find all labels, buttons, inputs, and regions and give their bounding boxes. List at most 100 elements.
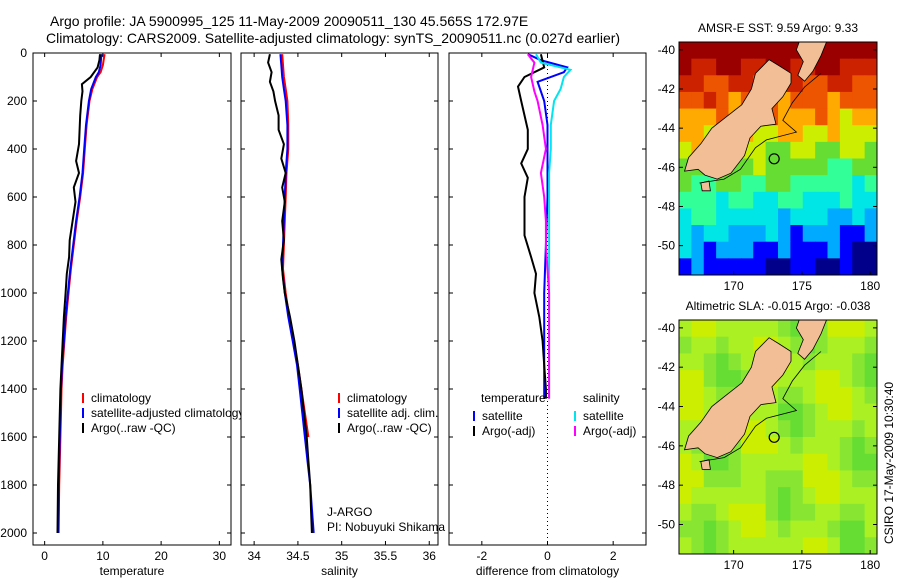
y-tick-label: -46 xyxy=(658,160,676,174)
y-tick-label: 1600 xyxy=(0,430,27,444)
map-cell xyxy=(753,470,767,488)
credit-text: CSIRO 17-May-2009 10:30:40 xyxy=(882,382,896,544)
map-cell xyxy=(753,241,767,259)
y-tick-label: -40 xyxy=(658,43,676,57)
map-cell xyxy=(728,537,742,554)
map-cell xyxy=(765,241,779,259)
map-cell xyxy=(716,241,730,259)
y-tick-label: -40 xyxy=(658,321,676,335)
x-tick-label: 30 xyxy=(213,549,227,563)
map-cell xyxy=(839,225,853,243)
x-tick-label: 0 xyxy=(544,549,551,563)
map-cell xyxy=(802,175,816,193)
map-cell xyxy=(778,537,791,554)
map-cell xyxy=(864,225,877,243)
map-cell xyxy=(864,503,877,522)
map-cell xyxy=(703,386,717,405)
map-cell xyxy=(691,503,705,522)
map-cell xyxy=(864,75,877,93)
map-cell xyxy=(839,487,853,505)
map-cell xyxy=(691,336,705,355)
map-cell xyxy=(778,158,791,176)
map-cell xyxy=(852,487,866,505)
map-cell xyxy=(740,258,754,275)
map-cell xyxy=(839,42,853,60)
map-cell xyxy=(716,336,730,355)
x-axis-label: difference from climatology xyxy=(476,564,619,578)
sla-map-panel: Altimetric SLA: -0.015 Argo: -0.038 170 17… xyxy=(658,299,881,572)
y-tick-label: 600 xyxy=(7,190,27,204)
map-cell xyxy=(716,487,730,505)
map-cell xyxy=(839,208,853,226)
map-cell xyxy=(691,241,705,259)
map-cell xyxy=(679,320,692,338)
map-cell xyxy=(802,470,816,488)
map-cell xyxy=(740,503,754,522)
map-cell xyxy=(839,453,853,472)
map-cell xyxy=(778,470,791,488)
map-title: AMSR-E SST: 9.59 Argo: 9.33 xyxy=(698,21,858,35)
map-cell xyxy=(864,520,877,538)
map-cell xyxy=(716,58,730,76)
map-cell xyxy=(802,453,816,472)
map-cell xyxy=(815,258,829,275)
map-cell xyxy=(716,208,730,226)
map-cell xyxy=(827,453,841,472)
map-cell xyxy=(679,503,692,522)
map-cell xyxy=(827,386,841,405)
temperature-panel: 0 200 400 600 800 1000 1200 1400 1600 1800 2000 0 10… xyxy=(0,46,244,578)
map-cell xyxy=(852,353,866,371)
map-cell xyxy=(864,158,877,176)
map-cell xyxy=(827,520,841,538)
map-cell xyxy=(827,225,841,243)
map-cell xyxy=(827,537,841,554)
map-cell xyxy=(753,453,767,472)
map-cell xyxy=(691,386,705,405)
map-cell xyxy=(691,42,705,60)
map-cell xyxy=(753,208,767,226)
map-cell xyxy=(703,537,717,554)
map-cell xyxy=(827,437,841,455)
x-tick-label: 34.5 xyxy=(286,549,310,563)
map-cell xyxy=(753,520,767,538)
map-cell xyxy=(815,208,829,226)
map-cell xyxy=(765,520,779,538)
map-cell xyxy=(740,487,754,505)
map-cell xyxy=(790,453,804,472)
map-cell xyxy=(790,225,804,243)
y-tick-label: -46 xyxy=(658,439,676,453)
x-tick-label: 0 xyxy=(41,549,48,563)
x-tick-label: 170 xyxy=(724,279,744,293)
legend-entry: Argo(..raw -QC) xyxy=(91,421,176,435)
map-cell xyxy=(852,258,866,275)
map-cell xyxy=(778,42,791,60)
map-cell xyxy=(815,437,829,455)
map-cell xyxy=(765,320,779,338)
map-cell xyxy=(765,258,779,275)
map-cell xyxy=(802,386,816,405)
map-cell xyxy=(852,208,866,226)
map-cell xyxy=(703,520,717,538)
y-tick-label: 0 xyxy=(20,46,27,60)
map-cell xyxy=(728,470,742,488)
map-cell xyxy=(839,386,853,405)
map-cell xyxy=(790,141,804,160)
map-cell xyxy=(679,42,692,60)
map-cell xyxy=(703,487,717,505)
map-cell xyxy=(765,453,779,472)
map-cell xyxy=(852,470,866,488)
map-cell xyxy=(691,487,705,505)
map-cell xyxy=(790,470,804,488)
map-cell xyxy=(703,58,717,76)
map-cell xyxy=(728,503,742,522)
map-cell xyxy=(765,125,779,143)
map-cell xyxy=(790,386,804,405)
x-tick-label: 35.5 xyxy=(374,549,398,563)
float-position-marker xyxy=(768,153,780,165)
map-cell xyxy=(778,487,791,505)
map-cell xyxy=(753,420,767,438)
map-cell xyxy=(753,191,767,210)
map-cell xyxy=(728,453,742,472)
map-cell xyxy=(679,487,692,505)
map-cell xyxy=(864,470,877,488)
